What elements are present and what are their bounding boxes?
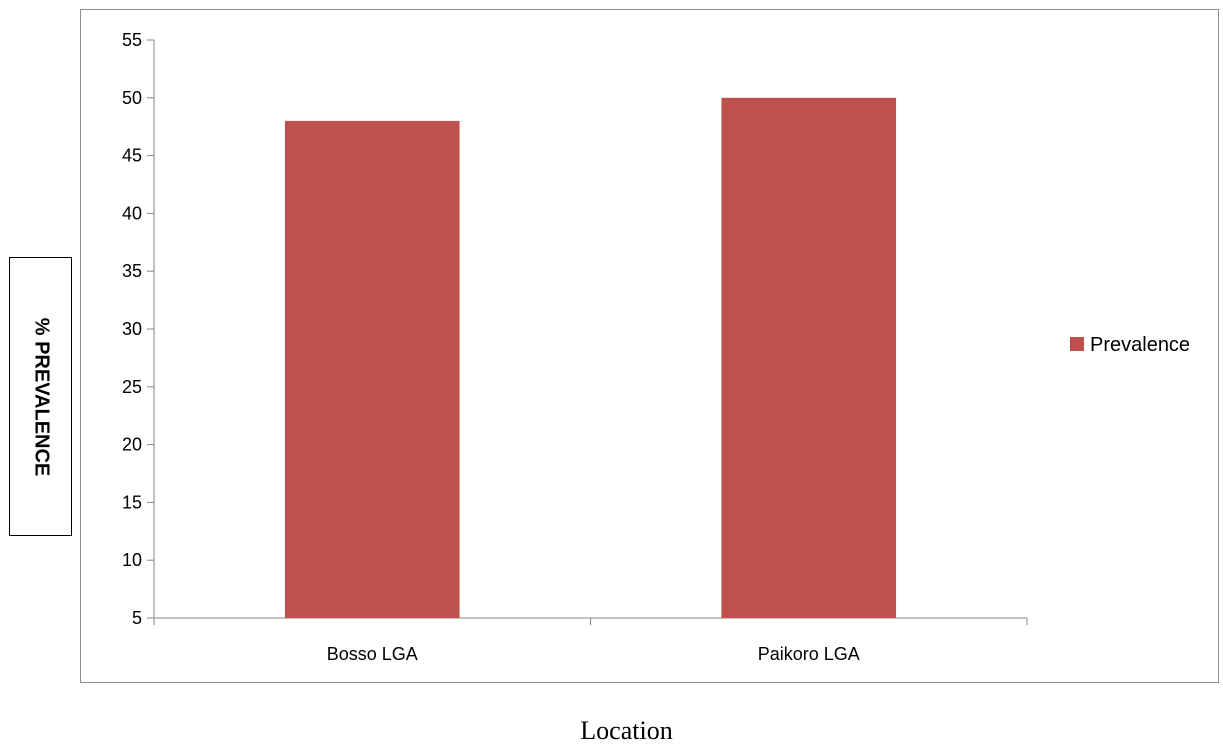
chart-area [80, 9, 1219, 683]
y-axis-label: % PREVALENCE [30, 317, 52, 476]
x-axis-label: Location [580, 716, 673, 745]
y-tick-label: 25 [122, 377, 142, 397]
y-tick-label: 30 [122, 319, 142, 339]
y-tick-label: 10 [122, 550, 142, 570]
y-tick-label: 35 [122, 261, 142, 281]
legend-swatch [1070, 337, 1084, 351]
y-tick-label: 50 [122, 88, 142, 108]
x-tick-label: Paikoro LGA [758, 644, 860, 664]
y-axis-label-box: % PREVALENCE [9, 257, 72, 536]
bar-paikoro-lga [721, 97, 897, 619]
x-tick-label: Bosso LGA [327, 644, 418, 664]
bar-bosso-lga [284, 120, 460, 619]
y-tick-label: 5 [132, 608, 142, 628]
y-tick-label: 55 [122, 30, 142, 50]
legend-label: Prevalence [1090, 334, 1190, 356]
y-tick-label: 20 [122, 435, 142, 455]
y-tick-label: 45 [122, 146, 142, 166]
y-tick-label: 15 [122, 492, 142, 512]
y-tick-label: 40 [122, 203, 142, 223]
